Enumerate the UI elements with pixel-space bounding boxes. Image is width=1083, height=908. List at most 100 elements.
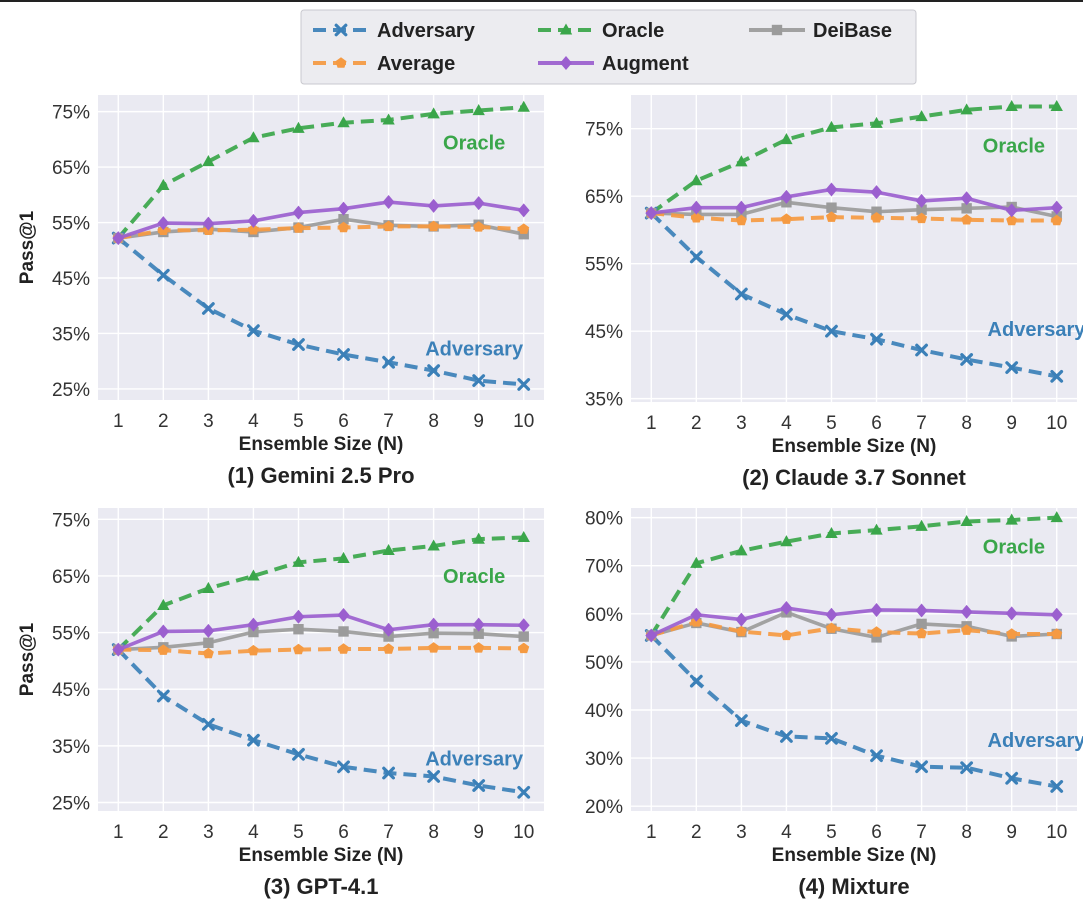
data-point-adversary bbox=[1050, 780, 1064, 793]
annotation-oracle: Oracle bbox=[983, 537, 1045, 559]
data-point-augment bbox=[645, 206, 658, 221]
data-point-adversary bbox=[201, 717, 215, 731]
x-tick-label: 8 bbox=[961, 822, 972, 843]
x-tick-label: 7 bbox=[383, 411, 394, 432]
data-point-adversary bbox=[247, 733, 260, 747]
data-point-oracle bbox=[825, 526, 838, 539]
data-point-deibase bbox=[473, 628, 484, 639]
data-point-average bbox=[247, 644, 259, 656]
top-border-line bbox=[0, 0, 1083, 2]
series-line-oracle bbox=[649, 515, 1057, 637]
data-point-oracle bbox=[1005, 99, 1018, 112]
data-point-oracle bbox=[202, 581, 215, 593]
data-point-augment bbox=[157, 216, 170, 231]
legend-marker-adversary bbox=[334, 23, 348, 37]
y-tick-label: 65% bbox=[585, 187, 623, 208]
annotation-adversary: Adversary bbox=[425, 339, 524, 361]
series-line-deibase bbox=[118, 627, 524, 652]
y-tick-label: 70% bbox=[585, 557, 623, 578]
legend-label-adversary: Adversary bbox=[377, 20, 476, 42]
data-point-adversary bbox=[472, 374, 486, 387]
data-point-augment bbox=[382, 622, 395, 637]
y-tick-label: 45% bbox=[585, 322, 623, 343]
legend-entry-average: Average bbox=[313, 53, 455, 75]
data-point-adversary bbox=[382, 766, 395, 780]
annotation-oracle: Oracle bbox=[443, 566, 505, 588]
data-point-adversary bbox=[1005, 771, 1019, 785]
data-point-oracle bbox=[915, 519, 928, 531]
series-augment bbox=[112, 195, 530, 246]
data-point-augment bbox=[202, 623, 215, 638]
x-tick-label: 1 bbox=[113, 822, 124, 843]
data-point-augment bbox=[780, 601, 793, 616]
y-tick-label: 30% bbox=[585, 749, 623, 770]
data-point-average bbox=[292, 222, 304, 233]
data-point-average bbox=[247, 223, 259, 235]
x-axis-label: Ensemble Size (N) bbox=[772, 845, 937, 866]
data-point-oracle bbox=[157, 598, 170, 610]
chart-panel-2: 35% 45% 55% 65% 75% 1 2 3 4 5 6 7 8 9 10 Oracle Adversar… bbox=[585, 95, 1083, 490]
data-point-average bbox=[383, 643, 395, 654]
data-point-oracle bbox=[202, 155, 215, 167]
data-point-average bbox=[1051, 628, 1063, 639]
data-point-average bbox=[780, 213, 792, 224]
x-tick-label: 3 bbox=[203, 822, 214, 843]
data-point-oracle bbox=[517, 100, 530, 112]
x-tick-label: 5 bbox=[826, 413, 837, 434]
data-point-oracle bbox=[427, 539, 440, 551]
legend-label-deibase: DeiBase bbox=[813, 20, 892, 42]
annotation-adversary: Adversary bbox=[988, 319, 1083, 341]
data-point-augment bbox=[960, 191, 973, 206]
y-tick-label: 40% bbox=[585, 701, 623, 722]
x-tick-label: 3 bbox=[736, 413, 747, 434]
data-point-augment bbox=[870, 185, 883, 200]
data-point-adversary bbox=[960, 761, 974, 775]
data-point-average bbox=[871, 212, 883, 223]
chart-title: (1) Gemini 2.5 Pro bbox=[227, 463, 414, 488]
data-point-oracle bbox=[735, 544, 748, 556]
data-point-adversary bbox=[915, 343, 928, 357]
series-augment bbox=[645, 182, 1063, 221]
data-point-adversary bbox=[689, 674, 703, 688]
data-point-augment bbox=[1050, 607, 1063, 622]
data-point-oracle bbox=[960, 103, 973, 115]
y-tick-label: 25% bbox=[52, 794, 90, 815]
data-point-oracle bbox=[690, 174, 703, 186]
x-tick-label: 6 bbox=[871, 413, 882, 434]
data-point-oracle bbox=[780, 133, 793, 145]
series-line-oracle bbox=[116, 535, 524, 652]
data-point-adversary bbox=[517, 378, 531, 391]
data-point-adversary bbox=[1050, 369, 1064, 383]
data-point-augment bbox=[247, 617, 260, 632]
data-point-adversary bbox=[472, 779, 486, 792]
data-point-oracle bbox=[292, 121, 305, 133]
y-tick-label: 80% bbox=[585, 509, 623, 530]
data-point-augment bbox=[780, 189, 793, 204]
data-point-adversary bbox=[427, 364, 441, 378]
series-oracle bbox=[645, 511, 1063, 641]
x-tick-label: 4 bbox=[781, 822, 792, 843]
data-point-average bbox=[1006, 628, 1018, 639]
x-tick-label: 1 bbox=[646, 822, 657, 843]
x-tick-label: 7 bbox=[383, 822, 394, 843]
legend-marker-oracle bbox=[559, 23, 573, 35]
data-point-augment bbox=[1005, 203, 1018, 218]
data-point-oracle bbox=[870, 116, 883, 128]
data-point-oracle bbox=[472, 104, 485, 116]
data-point-augment bbox=[645, 628, 658, 643]
series-line-deibase bbox=[651, 200, 1058, 219]
y-tick-label: 45% bbox=[52, 269, 90, 290]
data-point-oracle bbox=[870, 523, 883, 535]
series-adversary bbox=[111, 643, 531, 799]
data-point-augment bbox=[915, 193, 928, 208]
series-oracle bbox=[112, 530, 530, 655]
data-point-augment bbox=[690, 200, 703, 215]
data-point-adversary bbox=[292, 747, 305, 761]
annotation-oracle: Oracle bbox=[443, 132, 505, 154]
data-point-augment bbox=[960, 604, 973, 619]
data-point-augment bbox=[825, 607, 838, 622]
data-point-adversary bbox=[780, 307, 793, 321]
data-point-average bbox=[690, 212, 702, 223]
data-point-augment bbox=[1005, 606, 1018, 621]
chart-panel-3: 25% 35% 45% 55% 65% 75% 1 2 3 4 5 6 7 8 9 10 Oracle Adver… bbox=[17, 508, 544, 899]
